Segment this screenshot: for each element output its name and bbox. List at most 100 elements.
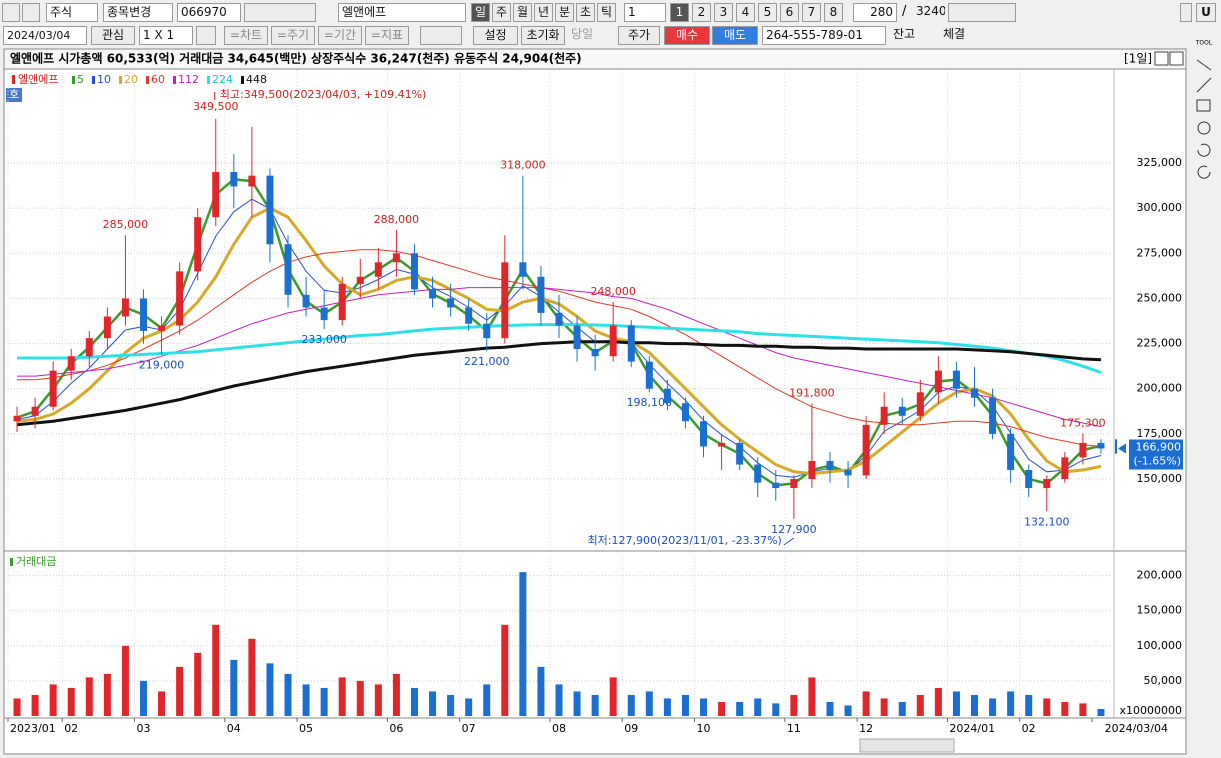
period-button[interactable]: 분 — [555, 3, 574, 22]
balance-check[interactable]: 잔고 — [893, 27, 916, 41]
page-button[interactable]: 1 — [670, 3, 689, 22]
date-input[interactable]: 2024/03/04 — [3, 26, 87, 45]
candle-body — [194, 217, 202, 272]
period-button[interactable]: 월 — [513, 3, 532, 22]
icons[interactable] — [420, 26, 462, 45]
page-button[interactable]: 8 — [824, 3, 843, 22]
candle-body — [121, 298, 129, 317]
tab[interactable]: =주기 — [271, 26, 315, 45]
volume-bar — [971, 694, 979, 716]
count-input[interactable]: 280 — [853, 3, 897, 22]
volume-bar — [194, 652, 202, 716]
watch-button[interactable]: 관심 — [91, 26, 135, 45]
candle-body — [1025, 469, 1033, 489]
account-select[interactable]: 264-555-789-01 — [762, 26, 886, 45]
period-value[interactable]: 1 — [624, 3, 666, 22]
period-button[interactable]: 틱 — [597, 3, 616, 22]
candle-body — [700, 421, 708, 447]
fill-check[interactable]: 체결 — [943, 27, 966, 41]
candle-body — [952, 370, 960, 389]
reset-button[interactable]: 초기화 — [521, 26, 565, 45]
stock-name[interactable]: 엘앤에프 — [338, 3, 466, 22]
volume-bar — [212, 624, 220, 716]
volume-bar — [916, 694, 924, 716]
volume-bar — [826, 701, 834, 716]
volume-bar — [49, 684, 57, 716]
today-check[interactable]: 당일 — [571, 27, 594, 41]
max-note: 최고:349,500(2023/04/03, +109.41%) — [220, 88, 427, 101]
icon[interactable] — [2, 3, 20, 22]
tool-icons[interactable] — [1196, 59, 1212, 179]
min-note: 최저:127,900(2023/11/01, -23.37%) — [588, 534, 782, 547]
volume-bar — [591, 694, 599, 716]
volume-bar — [718, 701, 726, 716]
period-button[interactable]: 초 — [576, 3, 595, 22]
user-button[interactable]: U — [1196, 3, 1216, 22]
max-button[interactable] — [1154, 51, 1169, 66]
volume-bar — [1025, 694, 1033, 716]
volume-title: 거래대금 — [16, 555, 56, 568]
market-select[interactable]: 주식 — [46, 3, 98, 22]
sell-button[interactable]: 매도 — [712, 26, 758, 45]
change-select[interactable]: 종목변경 — [103, 3, 173, 22]
legend-swatch — [12, 75, 15, 84]
page-button[interactable]: 6 — [780, 3, 799, 22]
volume-bar — [483, 684, 491, 716]
candle-body — [31, 406, 39, 416]
period-button[interactable]: 일 — [471, 3, 490, 22]
layout-select[interactable]: 1 X 1 — [139, 26, 193, 45]
icon[interactable] — [22, 3, 40, 22]
nav-button[interactable] — [1180, 3, 1192, 22]
tab[interactable]: =기간 — [318, 26, 362, 45]
code-input[interactable]: 066970 — [177, 3, 241, 22]
legend-swatch — [146, 76, 149, 84]
scrollbar[interactable] — [859, 738, 955, 753]
x-tick-label: 04 — [227, 722, 241, 735]
volume-bar — [139, 680, 147, 716]
close-button[interactable] — [1169, 51, 1184, 66]
page-button[interactable]: 7 — [802, 3, 821, 22]
x-tick-label: 12 — [859, 722, 873, 735]
tab[interactable]: =차트 — [224, 26, 268, 45]
search-icons[interactable] — [244, 3, 316, 22]
candle-body — [989, 397, 997, 434]
tool-label: TOOL — [1195, 40, 1213, 47]
candle-body — [158, 325, 166, 331]
legend-label: 5 — [77, 73, 84, 86]
candle-body — [447, 298, 455, 308]
buy-button[interactable]: 매수 — [664, 26, 710, 45]
x-tick-label: 02 — [64, 722, 78, 735]
price-button[interactable]: 주가 — [618, 26, 660, 45]
period-button[interactable]: 년 — [534, 3, 553, 22]
legend-swatch — [72, 76, 75, 84]
page-button[interactable]: 5 — [758, 3, 777, 22]
candle-body — [1043, 479, 1051, 489]
volume-bar — [934, 687, 942, 716]
tool-icons[interactable] — [948, 3, 1016, 22]
volume-bar — [808, 677, 816, 716]
volume-bar — [176, 666, 184, 716]
page-button[interactable]: 4 — [736, 3, 755, 22]
y-tick-label: 50,000 — [1144, 674, 1183, 687]
candle-body — [320, 307, 328, 321]
volume-bar — [501, 624, 509, 716]
period-button[interactable]: 주 — [492, 3, 511, 22]
volume-bar — [898, 701, 906, 716]
candle-body — [772, 482, 780, 489]
candle-body — [718, 442, 726, 447]
tab[interactable]: =지표 — [365, 26, 409, 45]
y-tick-label: 225,000 — [1137, 337, 1183, 350]
icon[interactable] — [196, 26, 216, 45]
y-tick-label: 100,000 — [1137, 639, 1183, 652]
y-tick-label: 150,000 — [1137, 472, 1183, 485]
x-tick-label: 08 — [552, 722, 566, 735]
page-button[interactable]: 3 — [714, 3, 733, 22]
candle-body — [483, 323, 491, 339]
candle-body — [573, 325, 581, 349]
volume-bar — [374, 684, 382, 716]
page-button[interactable]: 2 — [692, 3, 711, 22]
settings-button[interactable]: 설정 — [473, 26, 518, 45]
volume-bar — [989, 698, 997, 716]
